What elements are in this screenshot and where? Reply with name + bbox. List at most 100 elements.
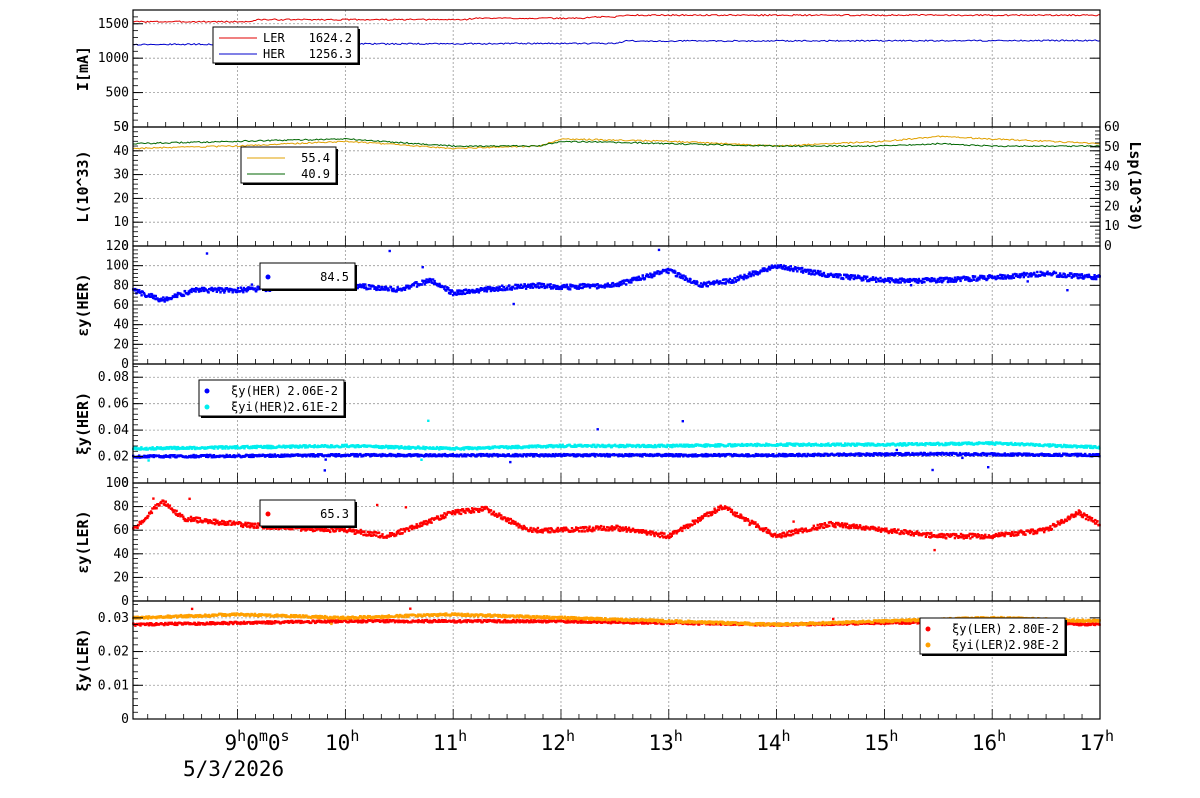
data-point: [1028, 443, 1031, 447]
data-point: [407, 284, 410, 287]
data-point: [507, 453, 510, 456]
data-point: [432, 454, 435, 457]
data-point: [578, 283, 582, 286]
data-point: [920, 281, 924, 284]
data-point: [392, 287, 395, 291]
data-point: [529, 286, 532, 289]
data-point: [362, 283, 365, 286]
data-point: [192, 289, 196, 293]
data-point: [579, 286, 583, 290]
data-point: [244, 288, 248, 291]
data-point: [714, 443, 717, 446]
data-point: [1039, 274, 1042, 277]
data-point: [617, 282, 620, 286]
data-point: [477, 291, 481, 294]
data-point: [240, 522, 243, 526]
data-point: [723, 278, 726, 281]
data-point: [786, 268, 789, 271]
data-point: [689, 278, 692, 281]
data-point: [208, 521, 211, 524]
data-point: [190, 447, 194, 450]
data-point: [684, 453, 687, 457]
data-point: [133, 289, 137, 292]
data-point: [938, 280, 941, 283]
data-point: [668, 444, 671, 447]
data-point: [334, 455, 338, 458]
data-point: [150, 293, 154, 296]
data-point: [501, 288, 504, 292]
data-point: [972, 278, 975, 281]
data-point: [137, 456, 141, 459]
data-point: [706, 285, 709, 288]
data-point: [822, 271, 826, 275]
legend-value: 55.4: [301, 151, 330, 165]
data-point: [234, 446, 238, 449]
data-point: [846, 274, 849, 277]
y-right-tick-label: 40: [1104, 160, 1120, 175]
data-point: [946, 280, 950, 284]
data-point: [753, 454, 756, 458]
data-point: [216, 521, 220, 525]
data-point: [837, 452, 840, 455]
data-point: [1014, 274, 1018, 278]
data-point: [496, 289, 500, 292]
data-point: [389, 444, 393, 448]
data-point: [135, 288, 138, 292]
data-point: [249, 453, 252, 457]
data-point: [811, 453, 815, 456]
data-point: [960, 443, 963, 446]
data-point: [170, 296, 174, 300]
legend-value: 1624.2: [309, 31, 352, 45]
data-point: [451, 290, 454, 293]
data-point: [862, 443, 865, 446]
data-point: [909, 277, 912, 281]
data-point: [1062, 453, 1065, 456]
data-point: [458, 292, 462, 296]
data-point: [215, 521, 218, 525]
data-point: [813, 273, 816, 276]
data-point: [1094, 275, 1097, 279]
data-point: [929, 280, 932, 283]
data-point: [251, 522, 254, 526]
data-point: [514, 444, 517, 448]
data-point: [845, 276, 848, 279]
data-point: [1060, 274, 1063, 277]
data-point: [433, 453, 437, 456]
data-point: [536, 285, 539, 288]
data-point: [710, 453, 713, 456]
data-point: [819, 270, 822, 273]
data-point: [837, 443, 841, 447]
data-point: [782, 266, 785, 269]
data-point: [1003, 275, 1006, 278]
data-point: [473, 291, 476, 294]
data-point: [385, 287, 388, 290]
data-point: [990, 275, 994, 278]
data-point: [953, 443, 956, 446]
data-point: [587, 283, 590, 286]
data-point: [540, 282, 543, 286]
data-point: [664, 268, 668, 272]
data-point: [612, 285, 615, 288]
data-point: [535, 286, 538, 289]
data-point: [373, 445, 377, 449]
data-point: [223, 289, 227, 292]
data-point: [851, 274, 855, 277]
data-point: [805, 454, 809, 458]
data-point: [354, 454, 357, 458]
data-point: [487, 287, 491, 290]
data-point: [323, 444, 327, 447]
data-point: [162, 296, 165, 299]
data-point: [173, 454, 176, 457]
data-point: [950, 453, 953, 457]
data-point: [163, 300, 166, 303]
y-tick-label: 0.04: [98, 423, 129, 438]
data-point: [595, 445, 598, 448]
data-point: [505, 286, 509, 289]
data-point: [251, 286, 254, 289]
data-point: [826, 273, 830, 276]
y-tick-label: 20: [113, 191, 129, 206]
data-point: [324, 458, 327, 461]
data-point: [810, 269, 813, 272]
data-point: [200, 289, 203, 293]
data-point: [163, 455, 167, 458]
